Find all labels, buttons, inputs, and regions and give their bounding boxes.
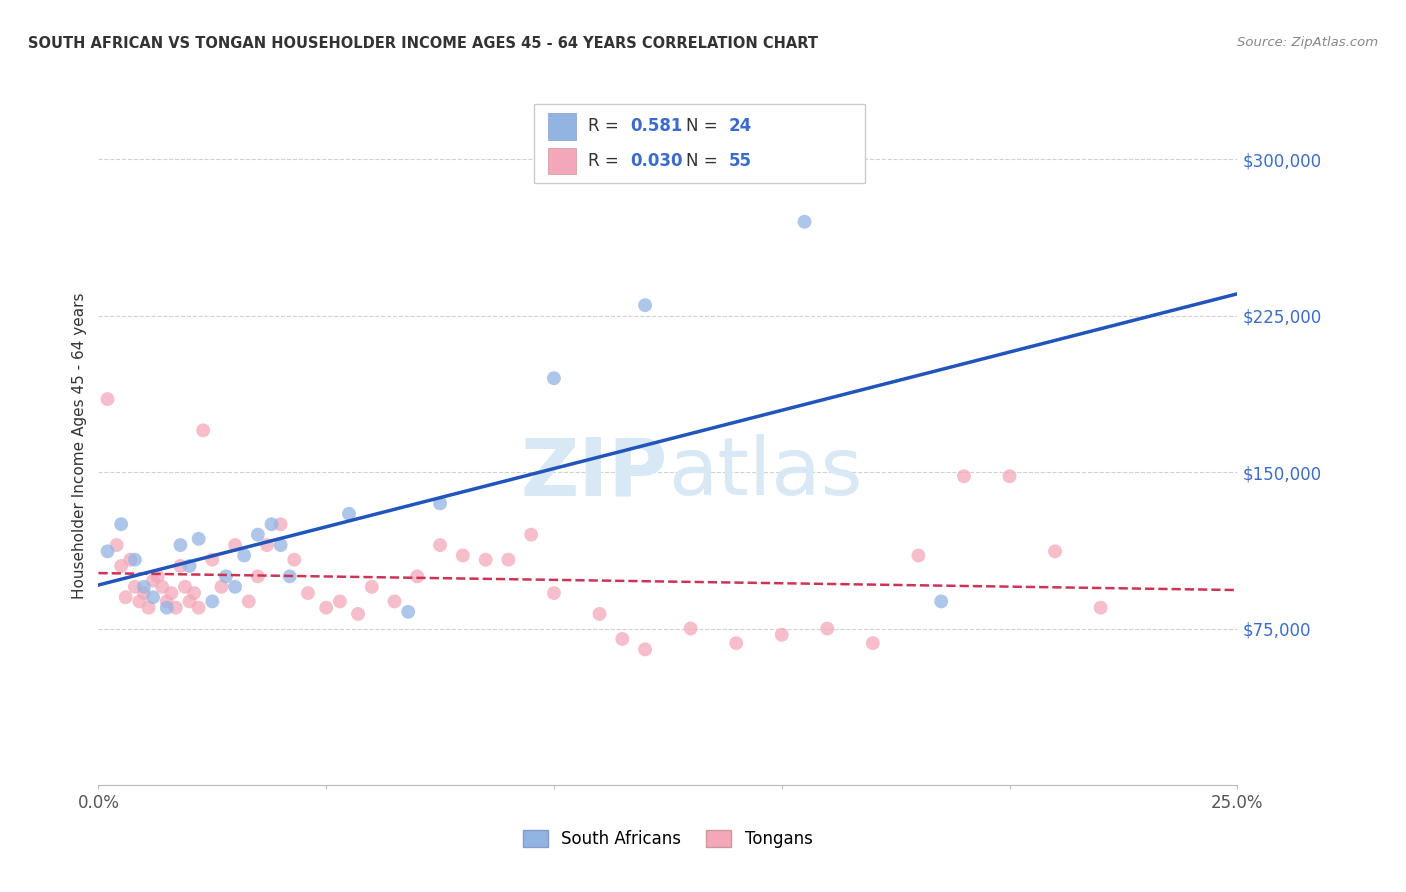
Point [329, 594, 352, 608]
Point [246, 527, 269, 541]
Point [193, 423, 215, 437]
Point [256, 538, 278, 552]
Point [174, 580, 197, 594]
Point [142, 591, 165, 605]
Point [543, 586, 565, 600]
Point [634, 298, 657, 312]
Point [120, 552, 142, 566]
Point [96, 392, 118, 406]
Point [588, 607, 610, 621]
Point [209, 580, 232, 594]
Point [179, 558, 201, 573]
Point [138, 600, 160, 615]
Point [815, 622, 838, 636]
Point [315, 600, 337, 615]
Point [169, 538, 191, 552]
Text: SOUTH AFRICAN VS TONGAN HOUSEHOLDER INCOME AGES 45 - 64 YEARS CORRELATION CHART: SOUTH AFRICAN VS TONGAN HOUSEHOLDER INCO… [28, 36, 818, 51]
Legend: South Africans, Tongans: South Africans, Tongans [516, 823, 820, 855]
Text: 55: 55 [728, 152, 751, 169]
Point [160, 586, 183, 600]
Point [862, 636, 884, 650]
Point [998, 469, 1021, 483]
Text: 0.581: 0.581 [630, 118, 682, 136]
Point [396, 605, 419, 619]
Text: N =: N = [686, 152, 723, 169]
Point [114, 591, 136, 605]
Point [679, 622, 702, 636]
Point [612, 632, 634, 646]
Point [124, 580, 146, 594]
Point [1090, 600, 1112, 615]
Text: 24: 24 [728, 118, 752, 136]
Point [156, 594, 179, 608]
Point [384, 594, 406, 608]
Text: ZIP: ZIP [520, 434, 668, 512]
Point [429, 538, 451, 552]
Point [110, 517, 132, 532]
Point [337, 507, 360, 521]
Text: N =: N = [686, 118, 723, 136]
Point [224, 538, 246, 552]
Y-axis label: Householder Income Ages 45 - 64 years: Householder Income Ages 45 - 64 years [72, 293, 87, 599]
Point [283, 552, 305, 566]
Point [451, 549, 474, 563]
Point [474, 552, 496, 566]
Point [128, 594, 150, 608]
Point [347, 607, 370, 621]
Point [297, 586, 319, 600]
Text: 0.030: 0.030 [630, 152, 682, 169]
Point [498, 552, 520, 566]
Point [270, 517, 292, 532]
Point [246, 569, 269, 583]
Point [429, 496, 451, 510]
Point [520, 527, 543, 541]
Text: atlas: atlas [668, 434, 862, 512]
Point [179, 594, 201, 608]
Point [260, 517, 283, 532]
Point [142, 574, 165, 588]
Point [278, 569, 301, 583]
Point [156, 600, 179, 615]
Point [360, 580, 382, 594]
Point [150, 580, 173, 594]
Point [238, 594, 260, 608]
Point [105, 538, 128, 552]
Point [183, 586, 205, 600]
Point [96, 544, 118, 558]
Point [907, 549, 929, 563]
Point [725, 636, 748, 650]
Point [146, 569, 169, 583]
Point [929, 594, 952, 608]
Point [132, 586, 155, 600]
Point [187, 600, 209, 615]
Point [165, 600, 187, 615]
Text: R =: R = [588, 152, 624, 169]
Point [224, 580, 246, 594]
Text: R =: R = [588, 118, 624, 136]
Point [215, 569, 238, 583]
Point [201, 594, 224, 608]
Point [270, 538, 292, 552]
Point [770, 628, 793, 642]
Point [132, 580, 155, 594]
Point [1043, 544, 1066, 558]
Point [406, 569, 429, 583]
Text: Source: ZipAtlas.com: Source: ZipAtlas.com [1237, 36, 1378, 49]
Point [201, 552, 224, 566]
Point [793, 215, 815, 229]
Point [543, 371, 565, 385]
Point [124, 552, 146, 566]
Point [953, 469, 976, 483]
Point [233, 549, 256, 563]
Point [187, 532, 209, 546]
Point [169, 558, 191, 573]
Point [634, 642, 657, 657]
Point [110, 558, 132, 573]
